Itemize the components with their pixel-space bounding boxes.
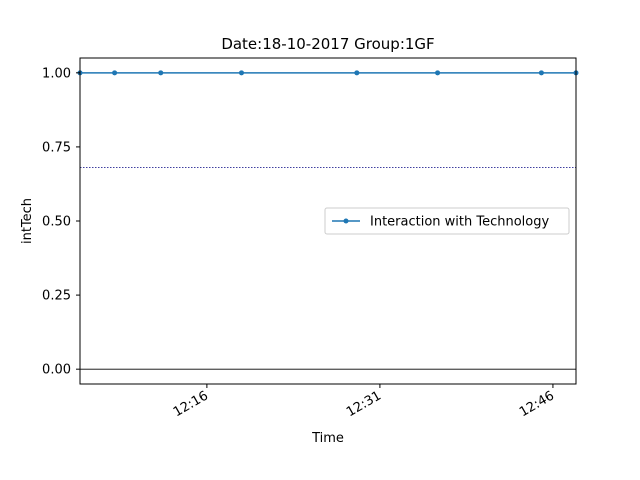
y-tick-label: 1.00 [42, 66, 71, 81]
legend-label: Interaction with Technology [370, 215, 550, 230]
legend-marker [343, 218, 349, 224]
data-point [238, 70, 244, 76]
data-point [435, 70, 441, 76]
data-point [538, 70, 544, 76]
x-axis-label: Time [311, 431, 344, 446]
chart-title: Date:18-10-2017 Group:1GF [221, 35, 434, 53]
y-axis: 0.00 0.25 0.50 0.75 1.00 [42, 66, 80, 378]
y-axis-label: intTech [20, 198, 35, 244]
data-point [354, 70, 360, 76]
y-tick-label: 0.25 [42, 289, 71, 304]
y-tick-label: 0.50 [42, 215, 71, 230]
legend: Interaction with Technology [324, 207, 570, 235]
reference-lines [80, 167, 576, 370]
data-point [158, 70, 164, 76]
y-tick-label: 0.00 [42, 363, 71, 378]
y-tick-label: 0.75 [42, 140, 71, 155]
legend-box [324, 207, 570, 235]
data-point [112, 70, 118, 76]
